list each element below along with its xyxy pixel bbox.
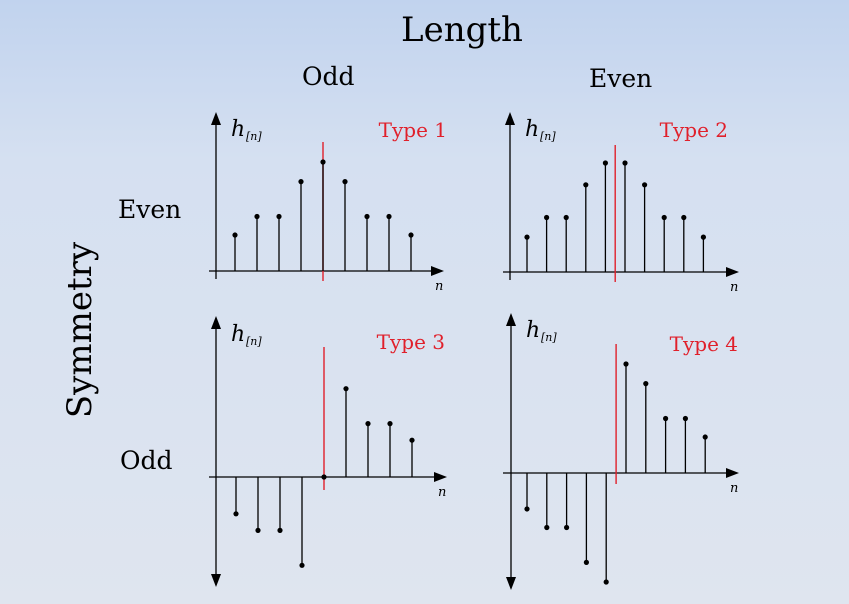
panel-1-y-axis-arrow-up bbox=[211, 112, 221, 125]
panel-4-y-axis-arrow-up bbox=[506, 313, 516, 326]
panel-3-y-axis-arrow-down bbox=[211, 574, 221, 587]
panel-4-x-label: n bbox=[730, 481, 738, 496]
panel-4-stem-dot-2 bbox=[564, 524, 570, 531]
panel-2-stem-dot-1 bbox=[544, 214, 550, 221]
panel-4-x-axis-arrow bbox=[726, 468, 739, 478]
panel-2-stem-dot-3 bbox=[583, 182, 589, 188]
panel-2-x-label: n bbox=[730, 280, 738, 295]
panel-4-stem-dot-1 bbox=[544, 524, 550, 531]
panel-1-stem-dot-0 bbox=[232, 232, 238, 238]
diagram-title: Length bbox=[401, 10, 523, 50]
panel-2-type-label: Type 2 bbox=[660, 118, 728, 142]
column-header-odd: Odd bbox=[302, 62, 355, 91]
panel-1-stem-dot-8 bbox=[408, 232, 414, 238]
panel-4-type-label: Type 4 bbox=[670, 332, 738, 356]
panel-2-stem-dot-2 bbox=[563, 214, 569, 221]
panel-3-y-axis-arrow-up bbox=[211, 316, 221, 329]
panel-4-stem-dot-4 bbox=[603, 579, 609, 585]
panel-2-stem-dot-9 bbox=[700, 234, 707, 240]
panel-2-stem-dot-0 bbox=[524, 234, 530, 240]
panel-4-y-label: h bbox=[526, 318, 540, 343]
panel-4-stem-dot-0 bbox=[524, 506, 530, 512]
panel-1-y-label-sub: [n] bbox=[246, 130, 262, 143]
panel-3-stem-dot-0 bbox=[233, 511, 239, 517]
panel-2-y-label: h bbox=[525, 117, 539, 142]
panel-3-stem-dot-8 bbox=[409, 437, 415, 443]
panel-4-stem-dot-5 bbox=[623, 361, 629, 367]
panel-4-stem-dot-7 bbox=[663, 415, 669, 422]
panel-1-y-label: h bbox=[231, 117, 245, 142]
panel-1-x-label: n bbox=[435, 279, 443, 294]
panel-3-stem-dot-6 bbox=[365, 421, 371, 427]
panel-1-stem-dot-5 bbox=[342, 179, 348, 185]
panel-4-stem-dot-3 bbox=[583, 559, 590, 565]
panel-1-stem-dot-7 bbox=[386, 213, 392, 220]
panel-3-type-label: Type 3 bbox=[377, 330, 445, 354]
panel-2-stem-dot-8 bbox=[681, 214, 687, 221]
panel-2-stem-dot-7 bbox=[661, 214, 667, 221]
panel-2-x-axis-arrow bbox=[726, 267, 739, 277]
panel-1-stem-dot-6 bbox=[364, 213, 370, 220]
panel-1-type-label: Type 1 bbox=[379, 118, 447, 142]
panel-4-stem-dot-8 bbox=[682, 415, 689, 422]
panel-1-stem-dot-2 bbox=[276, 213, 282, 220]
panel-3-stem-dot-4 bbox=[321, 474, 327, 480]
panel-3-stem-dot-7 bbox=[387, 421, 393, 427]
panel-2-stem-dot-5 bbox=[622, 160, 628, 166]
panel-2-stem-dot-4 bbox=[602, 160, 609, 166]
panel-4-y-axis-arrow-down bbox=[506, 577, 516, 590]
row-header-even: Even bbox=[118, 195, 182, 224]
panel-3-y-label: h bbox=[231, 322, 245, 347]
panel-4-stem-dot-6 bbox=[643, 381, 649, 387]
column-header-even: Even bbox=[589, 64, 653, 93]
panel-3-stem-dot-3 bbox=[299, 562, 305, 568]
panel-3-stem-dot-2 bbox=[277, 527, 283, 533]
panel-1-stem-dot-1 bbox=[254, 213, 260, 220]
row-header-odd: Odd bbox=[120, 446, 173, 475]
panel-1-x-axis-arrow bbox=[431, 266, 444, 276]
panel-3-stem-dot-1 bbox=[255, 527, 261, 533]
panel-3-stem-dot-5 bbox=[343, 386, 349, 392]
panel-2-y-label-sub: [n] bbox=[540, 130, 556, 143]
panel-4-y-label-sub: [n] bbox=[541, 331, 557, 344]
panel-1-stem-dot-4 bbox=[320, 159, 326, 165]
panel-3-x-label: n bbox=[438, 485, 446, 500]
panel-2-stem-dot-6 bbox=[642, 182, 648, 188]
panel-1-stem-dot-3 bbox=[298, 179, 304, 185]
panel-2-y-axis-arrow-up bbox=[505, 112, 515, 125]
panel-3-y-label-sub: [n] bbox=[246, 335, 262, 348]
panel-4-stem-dot-9 bbox=[702, 434, 708, 440]
panel-3-x-axis-arrow bbox=[434, 472, 447, 482]
